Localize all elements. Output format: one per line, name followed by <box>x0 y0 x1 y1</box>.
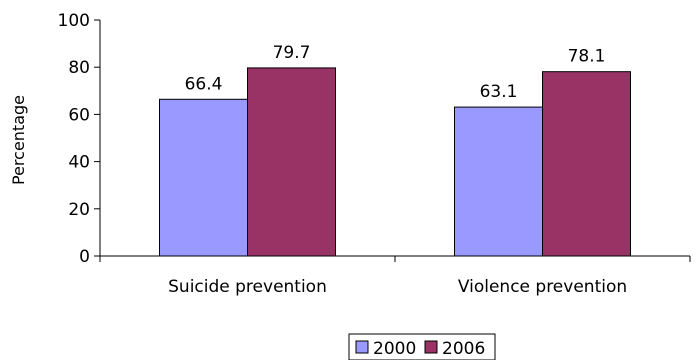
data-label: 78.1 <box>568 47 606 67</box>
bar-2006-0 <box>247 67 336 257</box>
legend-swatch-2000 <box>355 340 369 354</box>
y-tick-label: 100 <box>58 11 90 31</box>
y-tick-label: 80 <box>68 58 90 78</box>
data-label: 66.4 <box>185 74 223 94</box>
y-tick-label: 60 <box>68 105 90 125</box>
legend-swatch-2006 <box>424 340 438 354</box>
y-axis-title: Percentage <box>9 95 28 185</box>
y-tick-label: 0 <box>79 247 90 267</box>
legend: 2000 2006 <box>348 333 496 360</box>
category-label: Suicide prevention <box>168 277 327 297</box>
bars: 66.4 79.7 Suicide prevention 63.1 78.1 Violen… <box>159 43 631 297</box>
legend-label-2006: 2006 <box>442 339 485 359</box>
category-label: Violence prevention <box>458 277 627 297</box>
legend-label-2000: 2000 <box>373 339 416 359</box>
bar-2000-0 <box>159 98 248 257</box>
y-tick-label: 20 <box>68 200 90 220</box>
data-label: 79.7 <box>273 43 311 63</box>
legend-box <box>348 333 496 360</box>
bar-2006-1 <box>542 71 631 257</box>
y-tick-label: 40 <box>68 153 90 173</box>
y-axis-ticks: 0 20 40 60 80 100 <box>58 11 100 267</box>
bar-2000-1 <box>454 106 543 257</box>
data-label: 63.1 <box>480 82 518 102</box>
axes <box>99 20 691 262</box>
